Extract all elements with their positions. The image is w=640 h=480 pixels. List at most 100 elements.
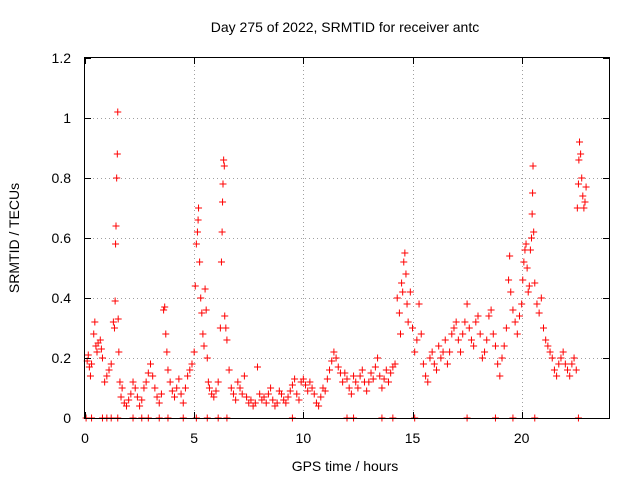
data-point [457, 348, 465, 356]
data-point [519, 276, 527, 284]
data-point [422, 372, 430, 380]
data-point [310, 390, 318, 398]
data-point [125, 396, 133, 404]
data-point [175, 375, 183, 383]
data-point [190, 348, 198, 356]
data-point [179, 399, 187, 407]
data-point [308, 384, 316, 392]
data-point [267, 384, 275, 392]
data-point [577, 150, 585, 158]
data-point [111, 297, 119, 305]
data-point [511, 318, 519, 326]
data-point [112, 222, 120, 230]
x-tick-label: 0 [81, 430, 89, 446]
data-point [97, 345, 105, 353]
data-point [114, 315, 122, 323]
data-point [204, 378, 212, 386]
data-point [88, 360, 96, 368]
data-point [417, 330, 425, 338]
data-point [459, 330, 467, 338]
data-point [234, 378, 242, 386]
data-point [198, 309, 206, 317]
data-point [487, 306, 495, 314]
data-point [415, 300, 423, 308]
data-point [157, 390, 165, 398]
data-point [321, 387, 329, 395]
data-point [194, 216, 202, 224]
data-point [433, 366, 441, 374]
data-point [192, 240, 200, 248]
x-tick-label: 10 [296, 430, 312, 446]
data-point [483, 336, 491, 344]
data-point [548, 354, 556, 362]
data-point [288, 381, 296, 389]
data-point [411, 348, 419, 356]
data-point [177, 390, 185, 398]
data-point [537, 294, 545, 302]
data-point [113, 174, 121, 182]
data-point [454, 336, 462, 344]
data-point [354, 384, 362, 392]
data-point [542, 336, 550, 344]
data-point [93, 348, 101, 356]
data-point [138, 396, 146, 404]
data-point [513, 330, 521, 338]
y-tick-label: 0.8 [52, 170, 72, 186]
data-point [323, 375, 331, 383]
data-point [347, 390, 355, 398]
data-point [315, 402, 323, 410]
data-point [570, 354, 578, 362]
data-point [188, 360, 196, 368]
data-point [474, 312, 482, 320]
data-point [147, 360, 154, 368]
y-tick-label: 1 [63, 110, 71, 126]
data-point [561, 360, 569, 368]
y-tick-label: 1.2 [52, 50, 72, 66]
data-point [350, 372, 358, 380]
data-point [365, 378, 373, 386]
data-point [356, 372, 364, 380]
data-point [448, 330, 456, 338]
data-point [531, 279, 539, 287]
data-point [171, 393, 179, 401]
data-point [222, 324, 230, 332]
data-point [481, 348, 489, 356]
data-point [161, 303, 169, 311]
data-point [293, 390, 301, 398]
data-point [582, 183, 590, 191]
data-point [273, 399, 281, 407]
x-tick-label: 20 [514, 430, 530, 446]
data-point [339, 378, 347, 386]
data-point [437, 354, 445, 362]
data-point [426, 354, 434, 362]
data-point [564, 366, 572, 374]
data-point [404, 318, 412, 326]
data-point [506, 252, 514, 260]
data-point [184, 372, 192, 380]
data-point [253, 363, 261, 371]
data-point [578, 174, 586, 182]
data-point [286, 387, 294, 395]
data-point [186, 366, 194, 374]
data-point [243, 393, 251, 401]
x-axis-label: GPS time / hours [292, 458, 399, 474]
data-point [196, 258, 204, 266]
data-point [566, 372, 574, 380]
plot-frame [84, 57, 610, 419]
data-point [441, 336, 449, 344]
data-point [529, 189, 537, 197]
axis-ticks: 0 5 10 15 20 0 0.2 0.4 0.6 0.8 1 1.2 [52, 50, 609, 446]
data-point [163, 348, 171, 356]
data-point [105, 366, 113, 374]
data-point [489, 330, 497, 338]
data-point [399, 288, 407, 296]
data-point [201, 285, 209, 293]
data-point [568, 360, 576, 368]
data-point [500, 342, 508, 350]
data-point [117, 393, 125, 401]
data-point [304, 387, 312, 395]
chart-title: Day 275 of 2022, SRMTID for receiver ant… [211, 19, 479, 35]
data-point [118, 384, 126, 392]
data-point [371, 363, 379, 371]
